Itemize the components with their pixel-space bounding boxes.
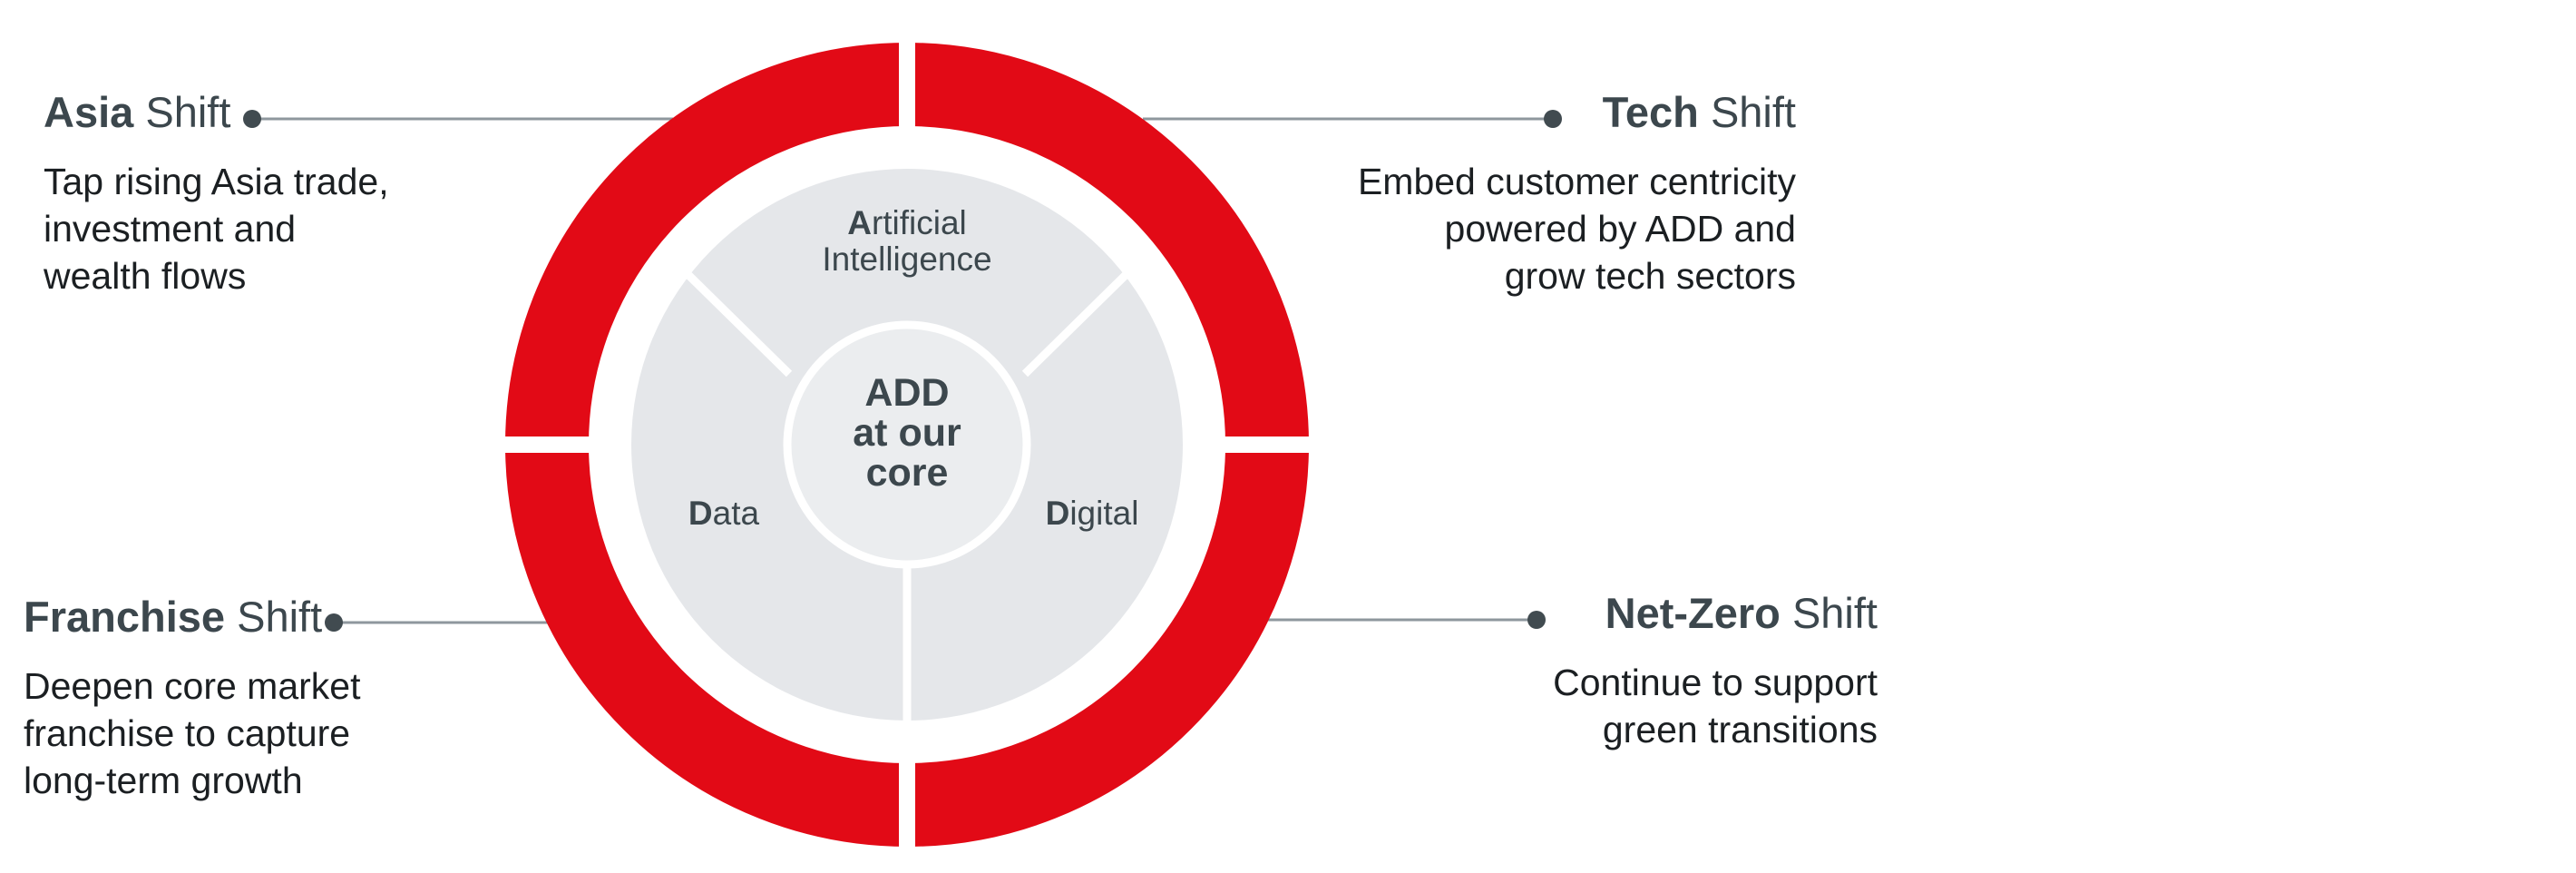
divider-left <box>683 270 793 378</box>
ai-line-2: Intelligence <box>822 240 991 278</box>
franchise-dot <box>325 613 343 632</box>
asia-shift-bold: Asia <box>44 88 134 136</box>
segment-ai-label: Artificial Intelligence <box>822 204 991 278</box>
asia-dot <box>243 110 261 128</box>
tech-shift-regular: Shift <box>1698 88 1796 136</box>
tech-desc-line-3: grow tech sectors <box>1504 255 1796 297</box>
core-line-3: core <box>866 451 949 495</box>
asia-shift-title: Asia Shift <box>44 87 497 138</box>
netzero-shift-bold: Net-Zero <box>1605 589 1781 637</box>
ai-rest: rtificial <box>872 204 967 241</box>
franchise-shift-bold: Franchise <box>24 593 226 641</box>
tech-dot <box>1544 110 1562 128</box>
asia-desc-line-1: Tap rising Asia trade, <box>44 161 389 202</box>
segment-digital-label: Digital <box>1046 495 1139 532</box>
asia-shift-block: Asia Shift Tap rising Asia trade, invest… <box>44 87 497 299</box>
asia-desc-line-2: investment and <box>44 208 297 250</box>
tech-shift-desc: Embed customer centricity powered by ADD… <box>1252 158 1796 299</box>
franchise-shift-block: Franchise Shift Deepen core market franc… <box>24 592 495 804</box>
franchise-shift-regular: Shift <box>225 593 323 641</box>
connectors <box>252 117 1553 624</box>
core-line-2: at our <box>853 411 961 455</box>
franchise-shift-title: Franchise Shift <box>24 592 495 642</box>
digital-rest: igital <box>1069 495 1138 532</box>
inner-wheel <box>631 169 1183 722</box>
svg-text:Digital: Digital <box>1046 495 1139 532</box>
data-initial: D <box>688 495 713 532</box>
asia-desc-line-3: wealth flows <box>44 255 247 297</box>
netzero-shift-regular: Shift <box>1780 589 1878 637</box>
netzero-desc-line-2: green transitions <box>1602 709 1878 750</box>
core-circle <box>783 320 1031 569</box>
netzero-shift-desc: Continue to support green transitions <box>1415 659 1878 753</box>
core-label: ADD at our core <box>853 371 961 495</box>
asia-shift-desc: Tap rising Asia trade, investment and we… <box>44 158 497 299</box>
franchise-shift-desc: Deepen core market franchise to capture … <box>24 662 495 804</box>
netzero-desc-line-1: Continue to support <box>1553 662 1878 703</box>
tech-shift-title: Tech Shift <box>1252 87 1796 138</box>
franchise-desc-line-2: franchise to capture <box>24 712 351 754</box>
ai-initial: A <box>847 204 872 241</box>
franchise-desc-line-1: Deepen core market <box>24 665 361 707</box>
connector-dots <box>243 110 1562 632</box>
tech-shift-bold: Tech <box>1602 88 1699 136</box>
netzero-shift-block: Net-Zero Shift Continue to support green… <box>1415 588 1878 753</box>
divider-right <box>1021 270 1131 378</box>
segment-data-label: Data <box>688 495 760 532</box>
asia-shift-regular: Shift <box>133 88 231 136</box>
tech-desc-line-1: Embed customer centricity <box>1357 161 1796 202</box>
netzero-shift-title: Net-Zero Shift <box>1415 588 1878 639</box>
core-line-1: ADD <box>864 371 949 415</box>
netzero-dot <box>1527 611 1546 629</box>
svg-text:Data: Data <box>688 495 760 532</box>
tech-shift-block: Tech Shift Embed customer centricity pow… <box>1252 87 1796 299</box>
digital-initial: D <box>1046 495 1070 532</box>
tech-desc-line-2: powered by ADD and <box>1444 208 1796 250</box>
data-rest: ata <box>713 495 760 532</box>
svg-text:Artificial: Artificial <box>847 204 967 241</box>
franchise-desc-line-3: long-term growth <box>24 760 303 801</box>
